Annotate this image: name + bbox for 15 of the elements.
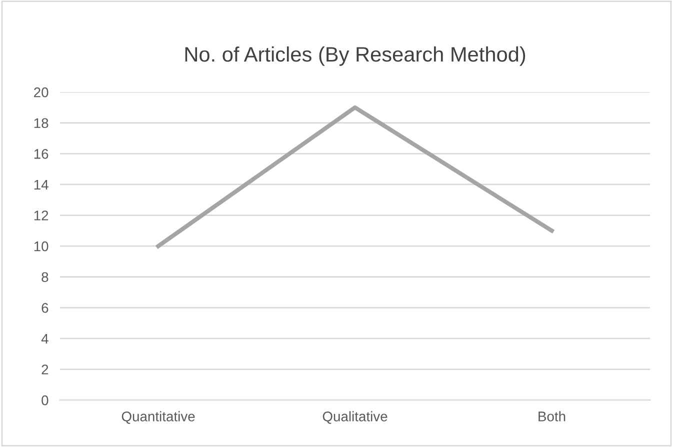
y-tick-label: 16 [34,149,48,159]
chart-title: No. of Articles (By Research Method) [185,46,526,66]
y-tick-label: 18 [34,118,48,128]
y-tick-label: 8 [42,272,48,282]
x-tick-label: Quantitative [122,411,195,424]
y-tick-label: 4 [41,334,48,344]
y-tick-label: 10 [34,241,48,252]
x-tick-label: Both [538,411,566,422]
x-tick-label: Qualitative [322,411,388,424]
y-tick-label: 6 [42,303,48,313]
y-tick-label: 14 [34,180,48,190]
y-tick-label: 20 [34,87,48,98]
y-tick-label: 2 [42,364,48,374]
y-tick-label: 0 [42,395,48,406]
y-tick-label: 12 [34,210,48,220]
